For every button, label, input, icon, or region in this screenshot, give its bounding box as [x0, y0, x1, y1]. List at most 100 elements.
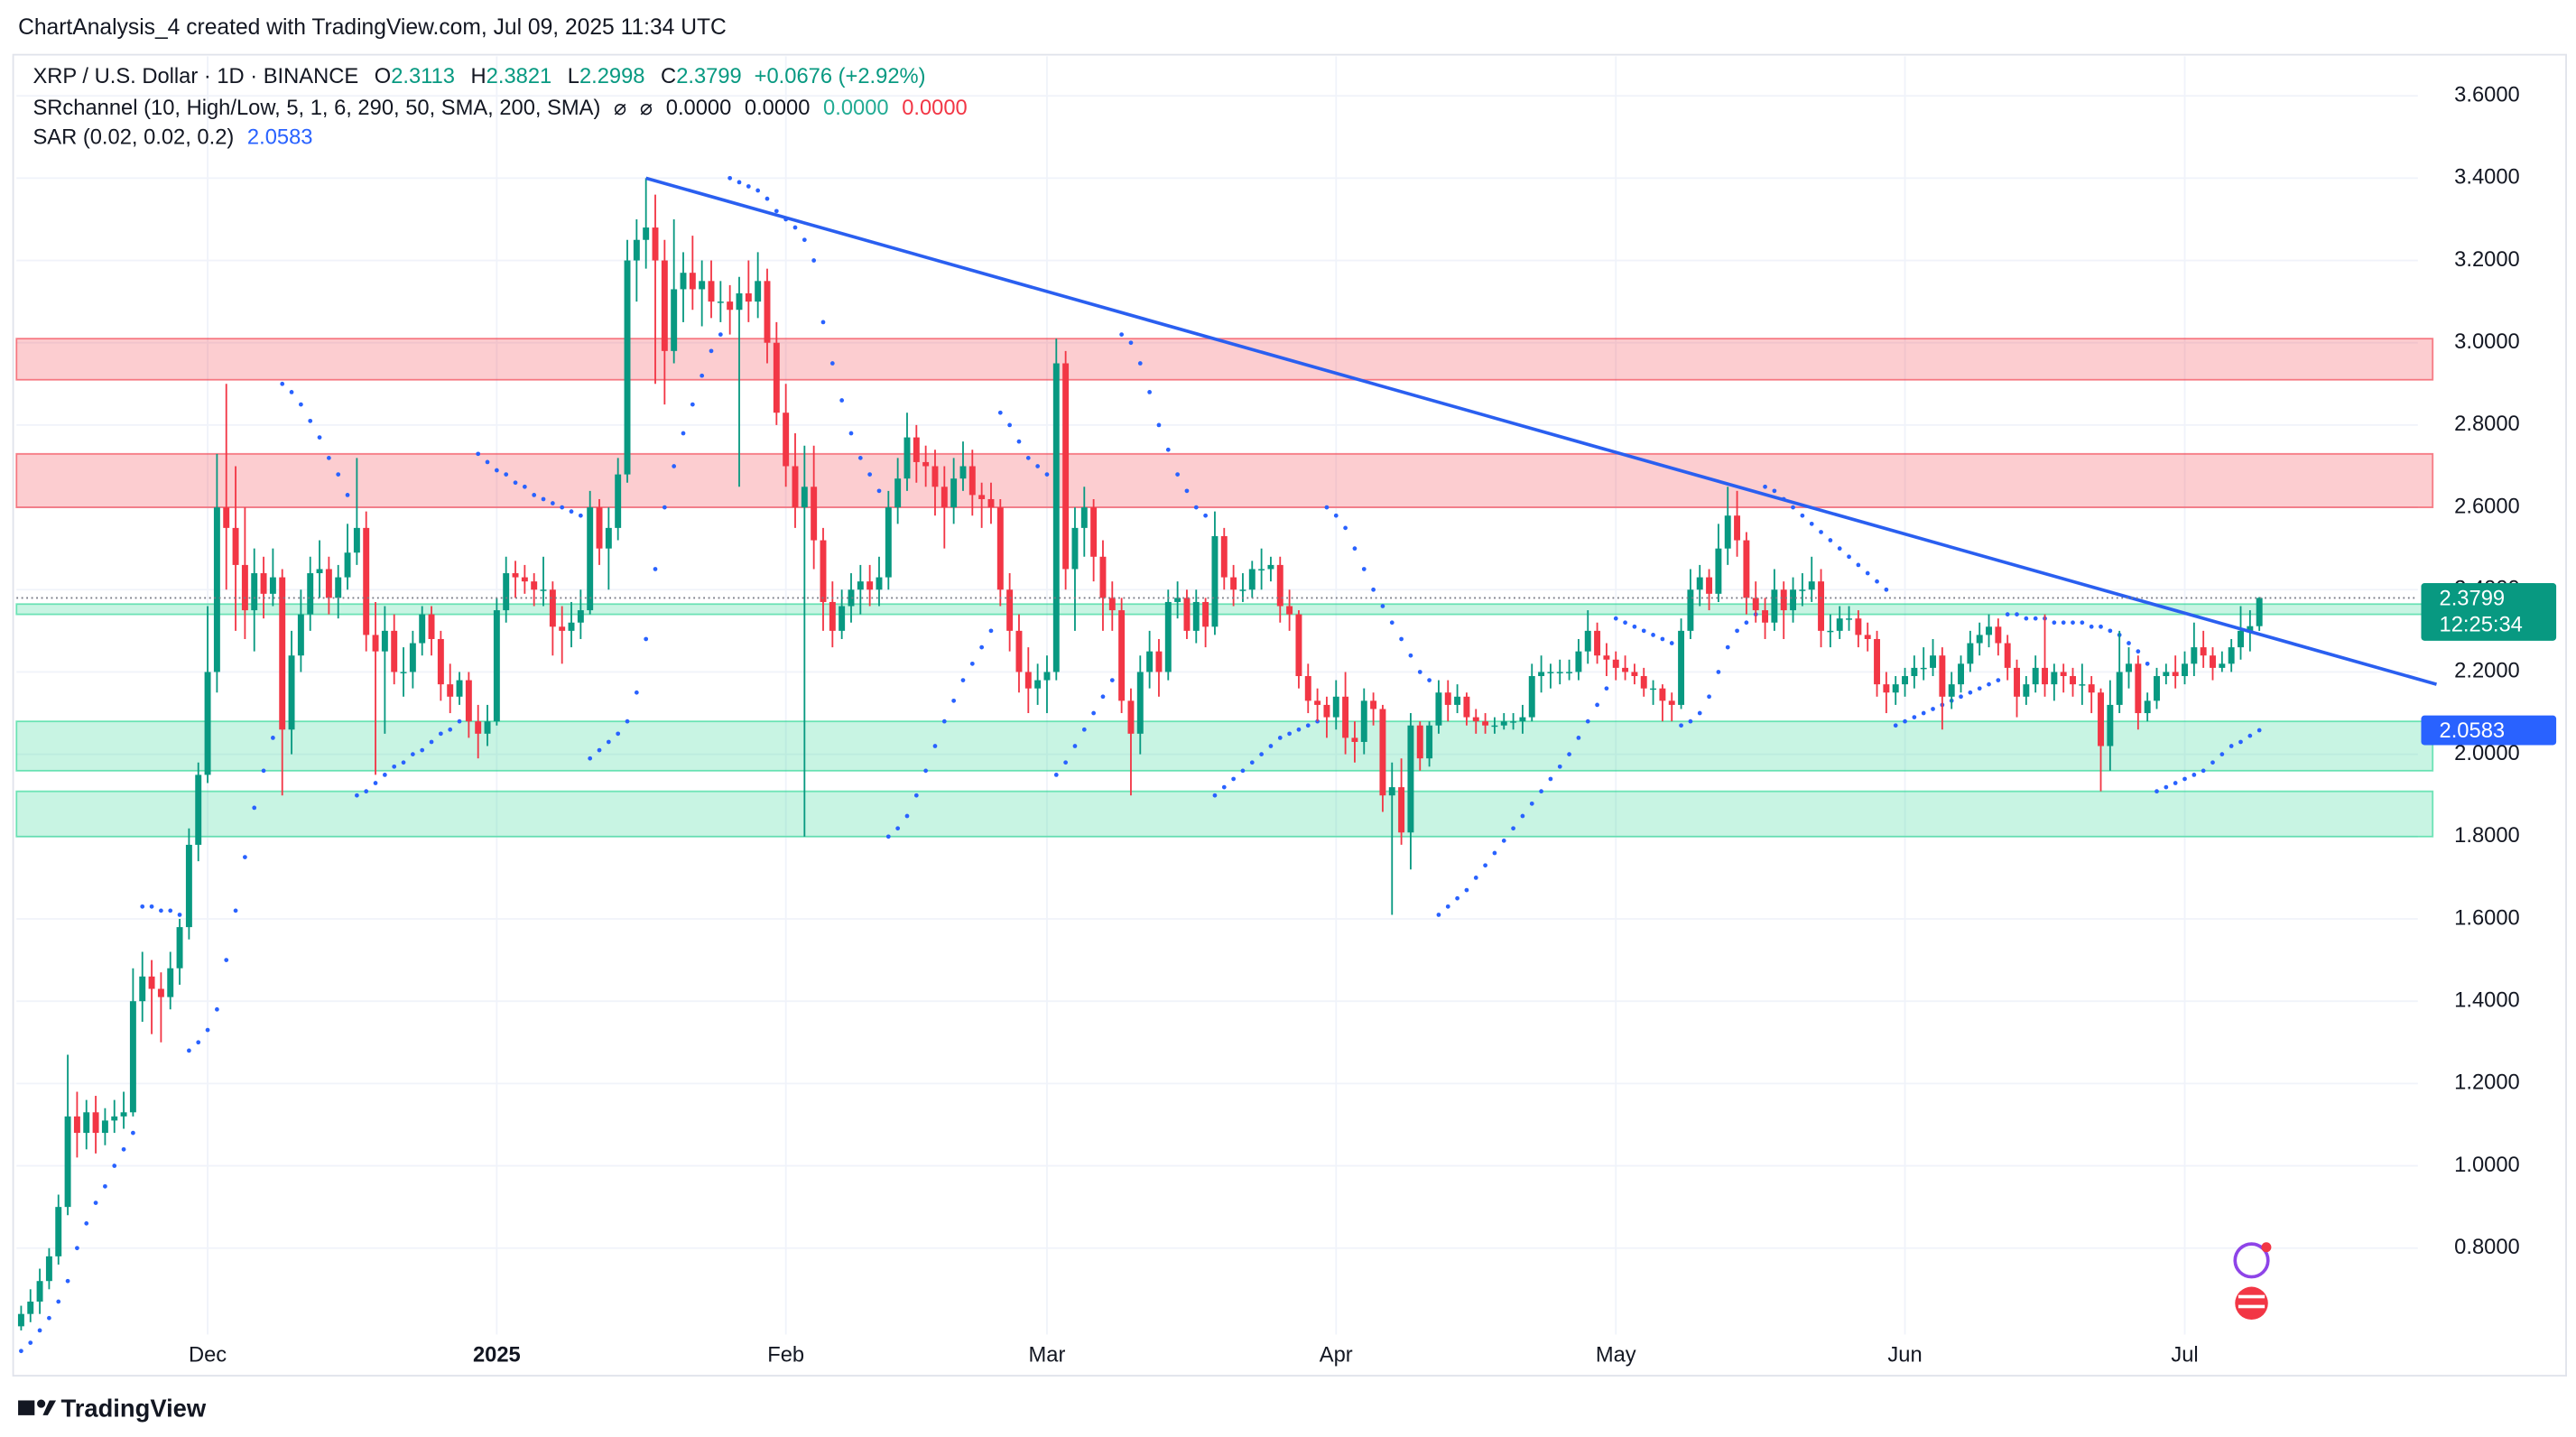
app-icons [2233, 1242, 2272, 1321]
legend-srchannel: SRchannel (10, High/Low, 5, 1, 6, 290, 5… [32, 97, 967, 120]
candle-body [1071, 527, 1079, 570]
sar-dot [1492, 850, 1497, 856]
sar-dot [215, 1006, 219, 1012]
sar-dot [2033, 616, 2038, 621]
sr-zone [15, 452, 2434, 508]
sar-dot [1119, 332, 1124, 337]
candle-body [708, 281, 715, 302]
sar-dot [1893, 723, 1898, 728]
sar-dot [2024, 616, 2029, 621]
candle-body [717, 301, 724, 303]
sar-dot [1987, 681, 1991, 687]
indicator-value: ⌀ [614, 97, 626, 120]
sar-dot [1231, 776, 1236, 782]
sar-dot [541, 496, 546, 502]
candle-body [661, 260, 668, 351]
candle-body [1948, 684, 1955, 697]
candle-body [1846, 618, 1853, 620]
candle-body [456, 680, 463, 697]
candle-body [1958, 663, 1965, 685]
sar-dot [606, 739, 611, 745]
candle-body [1631, 672, 1638, 677]
sar-dot [438, 731, 443, 737]
indicator-value: 0.0000 [666, 97, 732, 120]
candle-body [2042, 667, 2048, 685]
candle-body [1930, 655, 1937, 668]
sar-dot [792, 225, 798, 230]
sar-dot [494, 468, 499, 473]
candle-body [540, 589, 547, 591]
sar-dot [616, 731, 621, 737]
candle-body [1286, 606, 1293, 615]
sar-dot [895, 826, 901, 831]
sar-dot [364, 789, 369, 794]
sar-dot [532, 493, 537, 497]
sar-dot [1912, 715, 1917, 719]
sar-dot [205, 1027, 210, 1033]
candle-body [596, 507, 603, 549]
sar-dot [2210, 760, 2215, 765]
candle-body [1398, 787, 1405, 833]
candle-body [1407, 725, 1414, 833]
candle-body [1780, 589, 1787, 611]
flag-icon[interactable] [2235, 1286, 2268, 1321]
candle-body [1752, 598, 1759, 611]
logo-mark [37, 1399, 46, 1408]
sar-dot [1828, 538, 1833, 542]
sar-dot [1315, 718, 1320, 724]
candle-body [2154, 676, 2160, 701]
candle-body [353, 527, 360, 553]
candle-body [1444, 692, 1451, 705]
sar-dot [1380, 604, 1385, 608]
sar-dot [774, 209, 779, 214]
y-tick-label: 1.2000 [2454, 1071, 2520, 1095]
candle-body [1790, 589, 1797, 611]
sar-dot [1548, 776, 1553, 782]
sar-dot [140, 904, 145, 909]
x-tick-label: Dec [189, 1343, 227, 1367]
assistant-icon[interactable] [2233, 1242, 2270, 1279]
sar-dot [1669, 641, 1674, 645]
sar-dot [1511, 826, 1515, 831]
logo-mark [42, 1400, 57, 1415]
sar-dot [1035, 464, 1041, 468]
sar-dot [392, 764, 397, 769]
candle-body [2210, 655, 2216, 668]
candle-body [1388, 787, 1395, 796]
ohlc-label: L [568, 65, 579, 88]
sar-dot [1417, 670, 1422, 674]
sar-dot [1641, 628, 1646, 634]
sar-dot [2127, 641, 2131, 645]
candle-body [139, 976, 146, 1002]
candle-body [1538, 672, 1545, 677]
sar-dots [19, 175, 2262, 1354]
sar-dot [1025, 456, 1031, 460]
flag-stripe [2238, 1304, 2266, 1309]
candle-body [624, 260, 631, 475]
y-tick-label: 2.8000 [2454, 413, 2520, 436]
logo: TradingView [18, 1395, 207, 1423]
candle-body [1127, 700, 1135, 734]
candle-body [2107, 704, 2114, 746]
candle-body [503, 573, 510, 611]
candle-body [120, 1112, 127, 1117]
candle-body [1724, 515, 1731, 549]
sar-dot [1865, 570, 1870, 576]
sar-dot [1875, 579, 1879, 584]
sar-dot [1333, 513, 1339, 518]
candle-body [1491, 725, 1498, 728]
candle-body [2191, 647, 2198, 664]
candle-body [1659, 688, 1666, 701]
sar-dot [2005, 612, 2010, 617]
sar-dot [1903, 718, 1907, 724]
sar-dot [904, 813, 910, 819]
candle-body [1575, 651, 1582, 672]
candle-body [101, 1120, 108, 1134]
candle-body [1108, 598, 1116, 611]
candle-body [2228, 647, 2235, 664]
candle-body [1164, 601, 1172, 672]
sar-dot [672, 464, 677, 468]
indicator-name: SAR (0.02, 0.02, 0.2) [32, 126, 234, 150]
candle-body [64, 1116, 71, 1208]
sar-dot [1091, 710, 1097, 716]
